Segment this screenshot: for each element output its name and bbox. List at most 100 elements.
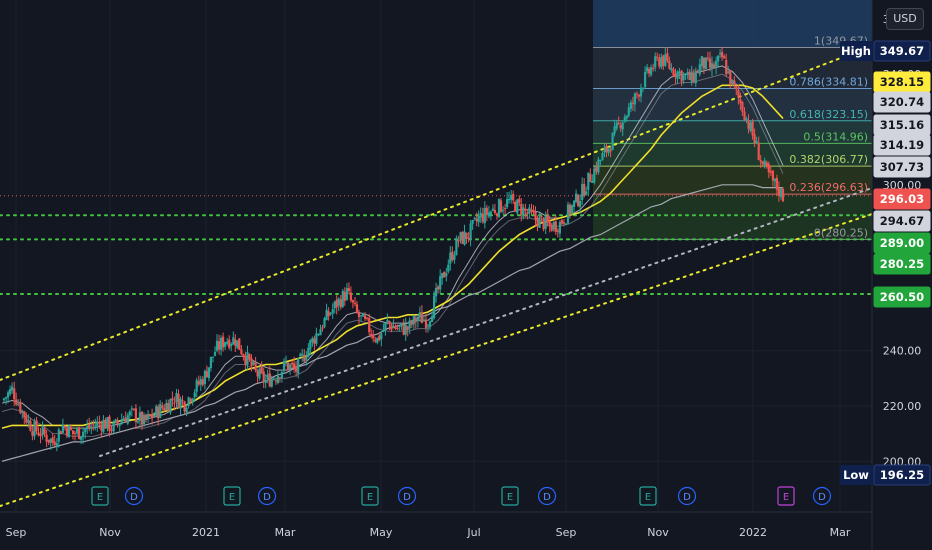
candle-body bbox=[94, 425, 97, 427]
candle-body bbox=[546, 215, 549, 223]
candle-body bbox=[134, 408, 137, 422]
candle-body bbox=[278, 377, 281, 379]
earnings-marker[interactable]: E bbox=[91, 486, 109, 506]
candle-body bbox=[534, 211, 537, 220]
candle-body bbox=[380, 333, 383, 340]
channel-upper-trendline[interactable] bbox=[0, 45, 873, 381]
dividend-marker[interactable]: D bbox=[537, 486, 557, 506]
dividend-marker[interactable]: D bbox=[257, 486, 277, 506]
price-tag-label: High bbox=[841, 44, 871, 58]
candle-body bbox=[556, 230, 559, 232]
dividend-marker[interactable]: D bbox=[812, 486, 832, 506]
price-tag-value: 289.00 bbox=[880, 236, 924, 250]
earnings-marker[interactable]: E bbox=[223, 486, 241, 506]
earnings-marker[interactable]: E bbox=[777, 486, 795, 506]
candle-body bbox=[17, 404, 20, 405]
candle-body bbox=[715, 60, 718, 68]
candle-body bbox=[301, 353, 304, 356]
candle-body bbox=[126, 415, 129, 424]
candle-body bbox=[680, 70, 683, 82]
dividend-marker[interactable]: D bbox=[124, 486, 144, 506]
candle-body bbox=[627, 107, 630, 116]
candle-body bbox=[264, 380, 267, 383]
candle-body bbox=[646, 67, 649, 72]
candle-body bbox=[619, 124, 622, 129]
candle-body bbox=[19, 402, 22, 413]
currency-button[interactable]: USD bbox=[886, 8, 924, 30]
candle-body bbox=[605, 145, 608, 153]
time-axis[interactable]: Sep Nov 2021 Mar May Jul Sep Nov 2022 Mar bbox=[6, 526, 851, 539]
candle-body bbox=[615, 122, 618, 129]
price-tag-value: 280.25 bbox=[880, 257, 924, 271]
candle-body bbox=[284, 362, 288, 364]
fibonacci-retracement[interactable] bbox=[593, 0, 872, 240]
candle-body bbox=[729, 70, 732, 85]
fib-level-label: 0.382(306.77) bbox=[789, 153, 868, 166]
candle-body bbox=[457, 240, 460, 242]
candle-body bbox=[633, 93, 636, 105]
candle-body bbox=[520, 203, 523, 215]
candle-body bbox=[368, 317, 371, 333]
candle-body bbox=[355, 304, 359, 313]
candle-body bbox=[155, 406, 158, 416]
dividend-marker-label: D bbox=[130, 492, 138, 503]
candle-body bbox=[331, 309, 334, 314]
candle-body bbox=[372, 334, 375, 339]
candle-body bbox=[27, 419, 30, 423]
candle-body bbox=[761, 161, 764, 165]
candle-body bbox=[771, 170, 774, 181]
candle-body bbox=[57, 429, 60, 442]
dividend-marker-circle bbox=[537, 486, 557, 506]
candle-body bbox=[238, 338, 241, 350]
earnings-marker[interactable]: E bbox=[501, 486, 519, 506]
candle-body bbox=[220, 338, 223, 350]
candle-body bbox=[435, 288, 438, 297]
candle-body bbox=[35, 420, 38, 432]
candle-body bbox=[678, 71, 681, 74]
candle-body bbox=[621, 122, 624, 130]
time-axis-label: Sep bbox=[556, 526, 577, 539]
dividend-marker[interactable]: D bbox=[397, 486, 417, 506]
candle-body bbox=[767, 163, 770, 173]
candle-body bbox=[382, 330, 385, 332]
earnings-marker-box bbox=[777, 486, 795, 506]
candle-body bbox=[700, 56, 703, 67]
candle-body bbox=[86, 426, 89, 430]
candle-body bbox=[445, 273, 448, 277]
candle-body bbox=[384, 322, 387, 330]
earnings-marker-box bbox=[639, 486, 657, 506]
candle-body bbox=[266, 374, 269, 379]
dividend-marker-label: D bbox=[543, 492, 551, 503]
candle-body bbox=[763, 160, 766, 166]
price-axis-label: 240.00 bbox=[883, 345, 922, 358]
earnings-marker[interactable]: E bbox=[361, 486, 379, 506]
earnings-marker[interactable]: E bbox=[639, 486, 657, 506]
candle-body bbox=[151, 414, 154, 418]
candle-body bbox=[639, 87, 643, 97]
dividend-marker[interactable]: D bbox=[677, 486, 697, 506]
candle-body bbox=[431, 316, 434, 322]
candle-body bbox=[92, 424, 95, 426]
price-tag-label: Low bbox=[843, 468, 869, 482]
candle-body bbox=[601, 153, 604, 161]
channel-middle-trendline[interactable] bbox=[99, 187, 873, 457]
candle-body bbox=[644, 71, 647, 88]
candle-body bbox=[25, 415, 28, 423]
candle-body bbox=[232, 337, 235, 345]
candle-body bbox=[128, 411, 131, 416]
channel-lower-trendline[interactable] bbox=[0, 213, 873, 507]
candle-body bbox=[347, 288, 350, 292]
candle-body bbox=[449, 252, 452, 264]
candle-body bbox=[339, 299, 342, 308]
candle-body bbox=[394, 326, 397, 329]
candle-body bbox=[84, 429, 87, 433]
candle-body bbox=[315, 333, 318, 344]
candle-body bbox=[599, 160, 602, 162]
candle-body bbox=[487, 212, 490, 217]
candle-body bbox=[731, 79, 734, 84]
candle-body bbox=[205, 371, 208, 378]
fib-level-label: 0(280.25) bbox=[814, 226, 868, 239]
candle-body bbox=[629, 102, 632, 109]
